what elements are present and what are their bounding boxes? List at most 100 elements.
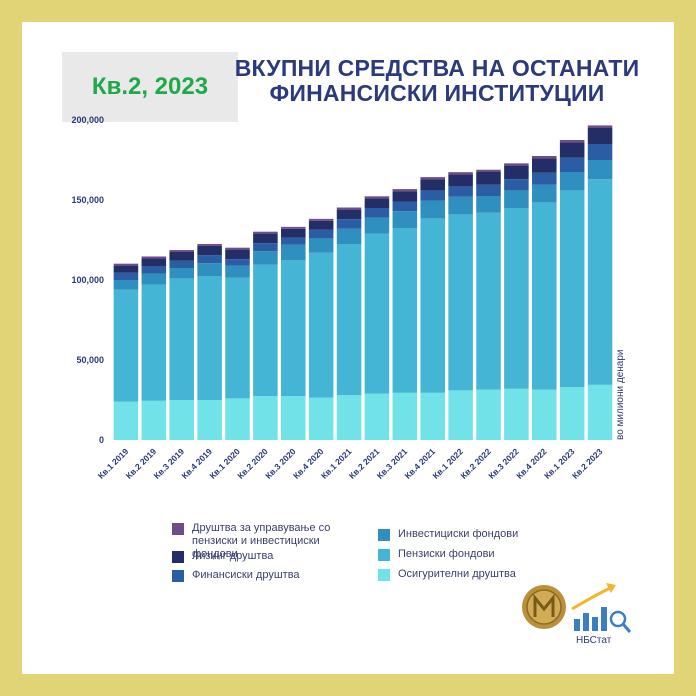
bar-segment	[364, 196, 390, 199]
bar-segment	[308, 220, 334, 230]
bar-segment	[336, 244, 362, 396]
bar-segment	[308, 397, 334, 440]
bar-segment	[281, 226, 306, 229]
bar-segment	[420, 179, 445, 191]
bar-segment	[532, 172, 557, 185]
bar-segment	[476, 169, 501, 172]
infographic-card: Кв.2, 2023 ВКУПНИ СРЕДСТВА НА ОСТАНАТИ Ф…	[22, 22, 674, 674]
bar-segment	[504, 163, 529, 166]
bar-segment	[336, 207, 362, 210]
bar-segment	[364, 198, 390, 208]
bar-segment	[253, 243, 278, 252]
legend-label: Друштва за управување со пензиски и инве…	[192, 522, 331, 560]
bar-segment	[448, 172, 473, 175]
bar-segment	[197, 244, 222, 246]
legend-item-finance: Финансиски друштва	[172, 569, 367, 582]
legend-swatch	[378, 569, 390, 581]
bar-segment	[364, 393, 390, 440]
bar-segment	[420, 218, 445, 393]
bar-segment	[169, 260, 194, 268]
bar-segment	[225, 259, 250, 266]
y-tick-label: 50,000	[76, 355, 104, 365]
bar-segment	[113, 265, 139, 273]
bar-segment	[197, 263, 222, 276]
bar-segment	[225, 247, 250, 250]
bar-segment	[113, 289, 139, 402]
bar-segment	[559, 142, 585, 158]
bar-segment	[336, 228, 362, 244]
bar-segment	[587, 128, 613, 144]
bar-segment	[420, 177, 445, 180]
bar-segment	[392, 189, 418, 192]
bar-segment	[364, 233, 390, 394]
bar-segment	[420, 190, 445, 201]
bar-segment	[141, 266, 167, 274]
y-tick-label: 100,000	[71, 275, 104, 285]
bar-segment	[476, 389, 501, 440]
bar-segment	[364, 208, 390, 218]
bar-segment	[113, 272, 139, 280]
bar-segment	[141, 273, 167, 285]
bar-segment	[504, 388, 529, 440]
bar-segment	[336, 219, 362, 229]
y-axis: 0 50,000 100,000 150,000 200,000	[71, 115, 104, 445]
y-tick-label: 200,000	[71, 115, 104, 125]
bar-segment	[448, 174, 473, 187]
legend-label: Инвестициски фондови	[398, 528, 519, 540]
bar-segment	[559, 140, 585, 143]
bar-segment	[308, 238, 334, 253]
bar-segment	[392, 201, 418, 212]
bar-segment	[587, 125, 613, 128]
bar-segment	[587, 160, 613, 180]
x-tick-label: Кв.2 2023	[570, 446, 605, 481]
bar-segment	[197, 255, 222, 264]
bar-segment	[225, 249, 250, 260]
bar-segment	[532, 156, 557, 159]
legend-swatch	[378, 549, 390, 561]
logo-text: НБСтат	[576, 635, 612, 646]
bar-segment	[225, 265, 250, 278]
bar-segment	[392, 211, 418, 228]
bar-segment	[448, 214, 473, 391]
legend-label: Финансиски друштва	[192, 569, 300, 581]
bar-segment	[392, 392, 418, 440]
bar-segment	[587, 179, 613, 385]
bar-segment	[448, 390, 473, 440]
bar-segment	[532, 158, 557, 173]
bar-segment	[113, 263, 139, 266]
legend-item-investment: Инвестициски фондови	[378, 528, 573, 541]
bar-segment	[364, 217, 390, 234]
bar-segment	[113, 401, 139, 440]
bar-segment	[169, 268, 194, 279]
bar-segment	[308, 252, 334, 398]
bar-segment	[141, 258, 167, 267]
bar-segment	[281, 237, 306, 245]
bar-segment	[587, 144, 613, 160]
bar-segment	[225, 398, 250, 440]
unit-label: во милиони денари	[615, 350, 626, 441]
bar-segment	[504, 179, 529, 191]
bar-segment	[420, 392, 445, 440]
bar-segment	[197, 276, 222, 400]
bar-segment	[169, 278, 194, 400]
legend-item-insurance: Осигурителни друштва	[378, 568, 573, 581]
bar-segment	[476, 184, 501, 196]
bar-segment	[253, 233, 278, 244]
legend-swatch	[172, 570, 184, 582]
bar-segment	[197, 245, 222, 256]
title-line-1: ВКУПНИ СРЕДСТВА НА ОСТАНАТИ	[234, 55, 640, 81]
bar-segment	[169, 400, 194, 440]
bar-segment	[141, 284, 167, 401]
legend-label: Осигурителни друштва	[398, 568, 516, 580]
bar-segment	[476, 196, 501, 213]
legend-swatch	[172, 551, 184, 563]
bar-segment	[392, 191, 418, 202]
bar-segment	[559, 157, 585, 172]
y-tick-label: 150,000	[71, 195, 104, 205]
bar-segment	[504, 165, 529, 180]
bars-group	[113, 125, 613, 440]
bar-segment	[308, 229, 334, 239]
y-tick-label: 0	[99, 435, 104, 445]
bar-segment	[253, 231, 278, 234]
